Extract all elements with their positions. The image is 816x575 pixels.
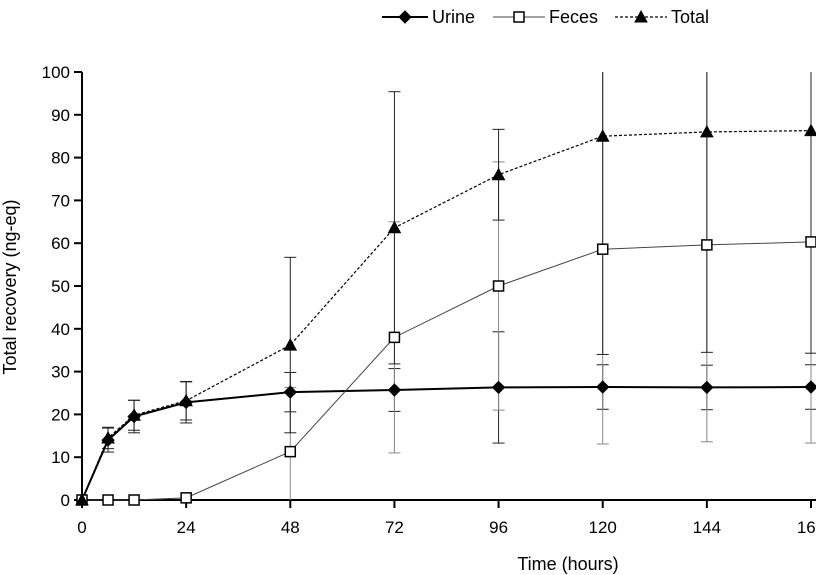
total-point-72 <box>387 220 402 234</box>
y-tick-label-10: 10 <box>51 448 70 467</box>
y-tick-label-60: 60 <box>51 234 70 253</box>
legend-feces-label: Feces <box>549 7 598 27</box>
x-axis-label: Time (hours) <box>517 554 618 574</box>
feces-point-168 <box>805 236 816 248</box>
total-point-168 <box>804 123 816 137</box>
total-point-96 <box>491 167 506 181</box>
feces-point-72 <box>388 331 401 344</box>
total-point-12 <box>127 408 141 421</box>
urine-point-48 <box>283 385 297 399</box>
feces-point-120 <box>596 243 609 255</box>
x-tick-label-120: 120 <box>589 518 617 537</box>
urine-point-168 <box>804 380 816 394</box>
urine-series-line <box>81 386 812 501</box>
total-point-24 <box>179 393 193 407</box>
y-tick-label-40: 40 <box>51 320 70 339</box>
y-tick-label-20: 20 <box>51 405 70 424</box>
y-axis-label: Total recovery (ng-eq) <box>0 199 20 374</box>
x-tick-label-24: 24 <box>177 518 196 537</box>
legend-total-label: Total <box>671 7 709 27</box>
legend: Urine Feces Total <box>382 7 709 27</box>
total-point-48 <box>283 338 298 351</box>
x-tick-label-0: 0 <box>77 518 86 537</box>
urine-point-120 <box>596 380 610 394</box>
legend-feces-marker <box>513 11 525 23</box>
feces-series-line <box>82 241 812 501</box>
total-point-144 <box>700 124 714 138</box>
y-tick-label-0: 0 <box>61 491 70 510</box>
y-tick-label-30: 30 <box>51 363 70 382</box>
y-tick-label-100: 100 <box>42 63 70 82</box>
feces-point-96 <box>492 280 505 292</box>
urine-point-96 <box>491 380 506 395</box>
total-point-6 <box>101 430 115 444</box>
y-tick-label-90: 90 <box>51 106 70 125</box>
y-tick-label-70: 70 <box>51 191 70 210</box>
legend-total-marker <box>634 9 648 23</box>
urine-point-144 <box>700 380 714 395</box>
y-tick-label-80: 80 <box>51 149 70 168</box>
x-tick-label-96: 96 <box>489 518 508 537</box>
legend-urine-label: Urine <box>432 7 475 27</box>
feces-point-24 <box>180 492 192 504</box>
feces-point-6 <box>102 494 114 506</box>
x-tick-label-144: 144 <box>693 518 721 537</box>
feces-point-12 <box>128 494 140 506</box>
total-point-120 <box>595 129 610 142</box>
y-tick-label-50: 50 <box>51 277 70 296</box>
legend-urine-marker <box>398 10 412 24</box>
total-series-line <box>81 130 812 501</box>
x-tick-label-72: 72 <box>385 518 404 537</box>
total-point-0 <box>75 492 89 506</box>
axes-layer: 0 10 20 30 40 50 60 70 80 90 100 0 24 48 72 96 120 144 168 <box>42 63 816 537</box>
x-tick-label-48: 48 <box>281 518 300 537</box>
feces-point-48 <box>284 445 297 458</box>
series-lines-layer <box>81 130 812 501</box>
feces-point-144 <box>701 239 713 251</box>
markers-layer <box>75 123 816 507</box>
x-tick-label-168: 168 <box>797 518 816 537</box>
urine-point-72 <box>387 383 402 397</box>
